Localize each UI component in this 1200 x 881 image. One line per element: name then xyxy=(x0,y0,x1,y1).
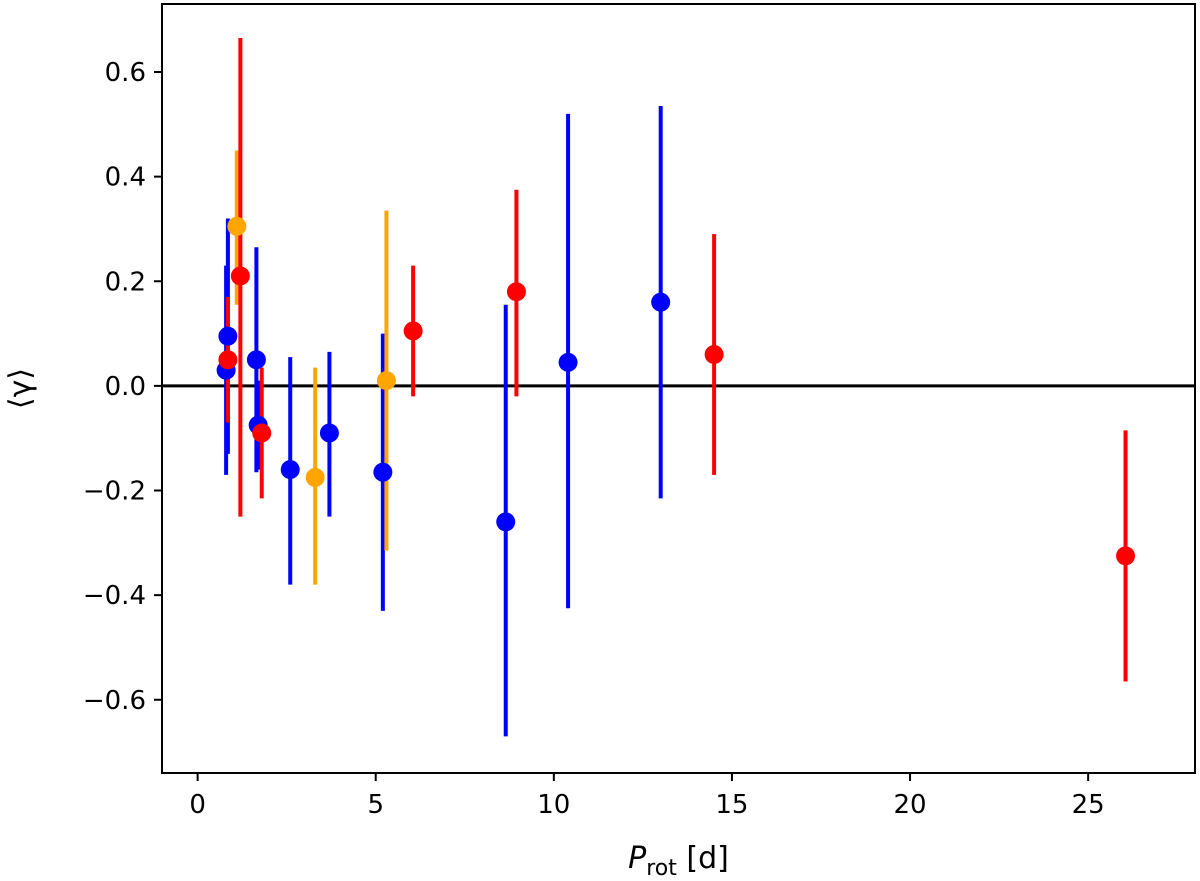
data-point-s2-p2 xyxy=(252,423,272,443)
y-tick-label: −0.2 xyxy=(83,477,146,507)
y-axis-label: ⟨γ⟩ xyxy=(3,368,38,409)
data-point-s2-p3 xyxy=(403,321,423,341)
data-point-s1-p1 xyxy=(305,467,325,487)
data-point-s0-p7 xyxy=(496,512,516,532)
x-tick-label: 10 xyxy=(537,790,570,820)
data-point-s0-p5 xyxy=(319,423,339,443)
data-point-s0-p4 xyxy=(280,460,300,480)
y-tick-label: −0.6 xyxy=(83,686,146,716)
x-axis-label: Prot [d] xyxy=(628,841,729,881)
x-axis-label-main: P xyxy=(628,841,647,876)
axes-frame xyxy=(161,3,1196,774)
data-point-s0-p6 xyxy=(373,462,393,482)
y-tick-label: 0.0 xyxy=(105,372,146,402)
x-tick-label: 15 xyxy=(715,790,748,820)
data-point-s2-p1 xyxy=(230,266,250,286)
y-tick-label: 0.6 xyxy=(105,58,146,88)
y-tick-label: 0.4 xyxy=(105,163,146,193)
axis-ticks: 0 5 10 15 20 25 −0.6 −0.4 −0.2 0.0 0.2 0.4 0.6 xyxy=(83,58,1105,820)
data-point-s0-p8 xyxy=(558,352,578,372)
data-point-s0-p9 xyxy=(651,292,671,312)
data-point-s2-p4 xyxy=(506,282,526,302)
data-point-s0-p2 xyxy=(246,350,266,370)
data-point-s2-p6 xyxy=(1116,546,1136,566)
data-marks xyxy=(216,38,1136,737)
x-tick-label: 5 xyxy=(367,790,384,820)
y-tick-label: 0.2 xyxy=(105,267,146,297)
data-point-s0-p1 xyxy=(218,326,238,346)
x-tick-label: 0 xyxy=(189,790,206,820)
data-point-s2-p5 xyxy=(704,344,724,364)
data-point-s2-p0 xyxy=(218,350,238,370)
x-tick-label: 20 xyxy=(893,790,926,820)
x-axis-label-sub: rot xyxy=(646,856,677,881)
y-tick-label: −0.4 xyxy=(83,581,146,611)
data-point-s1-p2 xyxy=(376,371,396,391)
data-point-s1-p0 xyxy=(227,216,247,236)
x-tick-label: 25 xyxy=(1072,790,1105,820)
x-axis-label-unit: [d] xyxy=(677,841,729,876)
